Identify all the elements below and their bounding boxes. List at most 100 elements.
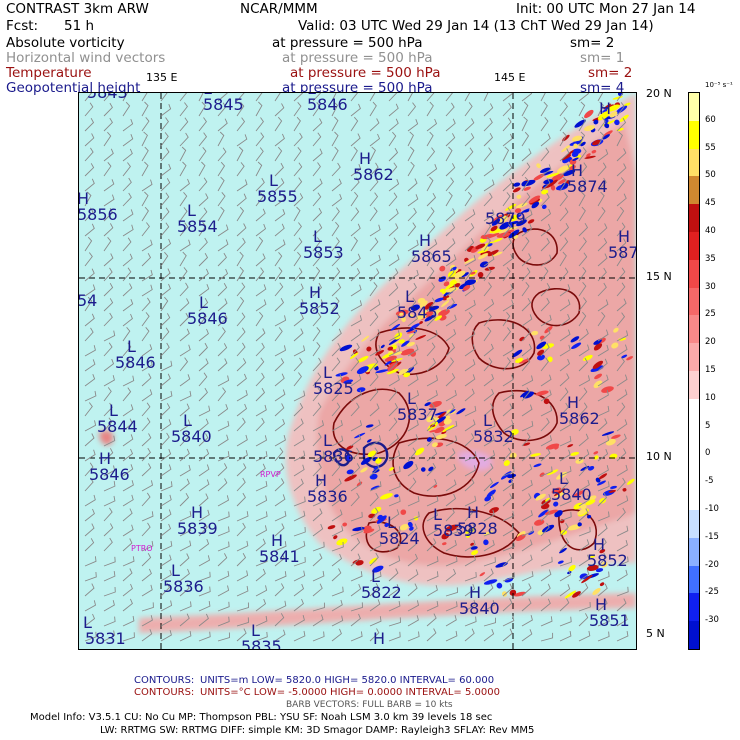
wind-barb (179, 161, 187, 177)
wind-barb (293, 93, 304, 102)
wind-barb (255, 568, 266, 582)
wind-barb (274, 162, 284, 177)
vorticity-cell (484, 495, 492, 502)
wind-barb (540, 178, 551, 192)
wind-barb (217, 93, 228, 102)
colorbar-tick-label: 25 (705, 309, 716, 320)
wind-barb (84, 268, 95, 282)
wind-barb (578, 93, 589, 102)
wind-barb (198, 93, 204, 102)
wind-barb (578, 131, 586, 147)
wind-barb (464, 524, 476, 537)
wind-barb (274, 315, 287, 327)
wind-barb (559, 419, 571, 432)
wind-barb (274, 209, 286, 222)
vorticity-cell (449, 409, 456, 414)
wind-barb (122, 464, 134, 477)
wind-barb (236, 117, 246, 132)
vorticity-cell (464, 257, 475, 264)
wind-barb (616, 222, 626, 237)
vorticity-cell (370, 485, 380, 490)
wind-barb (255, 101, 263, 117)
wind-barb (502, 93, 513, 102)
wind-barb (274, 434, 286, 447)
vorticity-cell (355, 560, 364, 566)
vorticity-cell (409, 333, 415, 338)
wind-barb (578, 237, 587, 252)
wind-barb (84, 345, 96, 357)
wind-barb (293, 372, 302, 387)
wind-barb (502, 419, 514, 432)
wind-barb (483, 236, 491, 252)
wind-barb (578, 311, 587, 327)
wind-barb (312, 508, 323, 522)
wind-barb (293, 434, 305, 447)
wind-barb (616, 357, 625, 372)
wind-barb (160, 523, 172, 537)
wind-barb (274, 523, 285, 537)
wind-barb (388, 433, 399, 447)
wind-barb (103, 465, 116, 477)
wind-barb (141, 191, 149, 207)
wind-barb (141, 161, 149, 177)
vorticity-cell (592, 360, 604, 369)
wind-barb (502, 192, 511, 207)
vorticity-cell (376, 515, 387, 524)
wind-barb (578, 222, 589, 237)
wind-barb (122, 327, 131, 342)
wind-barb (521, 571, 534, 582)
wind-barb (255, 451, 268, 462)
wind-barb (350, 571, 363, 582)
wind-barb (217, 282, 228, 297)
wind-barb (540, 267, 549, 282)
vorticity-cell (441, 532, 450, 540)
vorticity-cell (508, 229, 520, 239)
wind-barb (426, 613, 437, 627)
wind-barb (217, 511, 230, 522)
wind-barb (616, 251, 625, 267)
wind-barb (293, 510, 306, 522)
wind-barb (464, 419, 476, 432)
wind-barb (483, 539, 495, 552)
wind-barb (445, 254, 457, 267)
wind-barb (160, 554, 172, 567)
wind-barb (274, 403, 285, 417)
wind-barb (426, 131, 434, 147)
wind-barb (426, 432, 436, 447)
vorticity-cell (401, 316, 406, 323)
wind-barb (198, 631, 211, 642)
vorticity-cell (356, 366, 369, 375)
wind-barb (179, 390, 192, 402)
wind-barb (426, 176, 434, 192)
wind-barb (350, 479, 362, 492)
wind-barb (388, 540, 401, 552)
wind-barb (293, 390, 306, 402)
wind-barb (350, 553, 361, 567)
wind-barb (274, 541, 287, 552)
wind-barb (464, 118, 475, 132)
vorticity-cell (593, 339, 602, 345)
wind-barb (103, 162, 112, 177)
vorticity-cell (382, 352, 393, 359)
wind-barb (521, 539, 533, 552)
vorticity-cell (531, 201, 540, 209)
wind-barb (103, 282, 114, 297)
wind-barb (388, 254, 400, 267)
wind-barb (103, 417, 113, 432)
vorticity-cell (561, 154, 572, 161)
vorticity-cell (509, 214, 518, 222)
vorticity-cell (601, 431, 615, 436)
wind-barb (502, 374, 514, 387)
model-info-line-1: Model Info: V3.5.1 CU: No Cu MP: Thompso… (30, 712, 493, 723)
vorticity-cell (434, 315, 443, 321)
wind-barb (369, 237, 379, 252)
wind-barb (141, 359, 153, 372)
vorticity-cell (343, 379, 354, 384)
wind-barb (141, 269, 153, 282)
wind-barb (388, 283, 399, 297)
wind-barb (407, 207, 417, 222)
wind-barb (350, 236, 358, 252)
colorbar-segment (689, 259, 699, 289)
wind-barb (483, 267, 492, 282)
wind-barb (407, 434, 419, 447)
